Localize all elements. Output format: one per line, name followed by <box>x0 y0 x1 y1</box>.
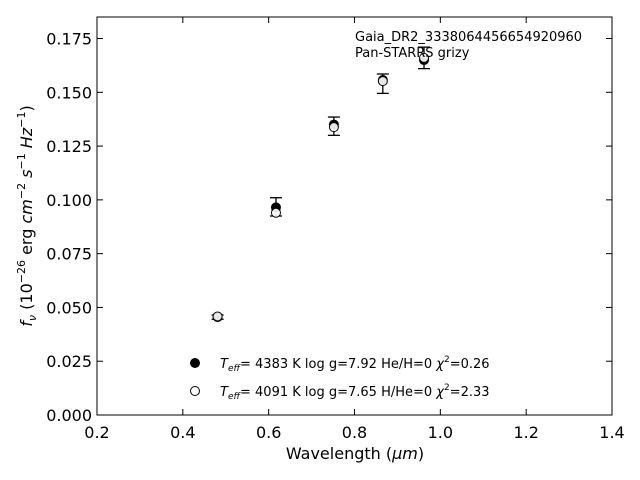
model-point-open <box>212 311 223 322</box>
model-point-open <box>270 207 281 218</box>
y-axis-label: fν (10−26 erg cm−2 s−1 Hz−1) <box>15 105 39 326</box>
legend-entry-2: Teff= 4091 K log g=7.65 H/He=0 χ2=2.33 <box>220 383 490 402</box>
x-axis-label: Wavelength (μm) <box>286 444 424 463</box>
x-tick-label: 0.2 <box>84 423 109 442</box>
plot-frame <box>96 16 613 416</box>
annotation-survey: Pan-STARRS grizy <box>355 46 470 61</box>
x-tick-label: 0.6 <box>256 423 281 442</box>
y-tick-label: 0.175 <box>46 30 92 49</box>
y-tick-label: 0.050 <box>46 298 92 317</box>
x-tick-label: 1.2 <box>513 423 538 442</box>
plot-area <box>96 16 613 416</box>
x-tick-label: 1.4 <box>599 423 624 442</box>
x-axis: 0.2 0.4 0.6 0.8 1.0 1.2 1.4 <box>84 17 625 442</box>
y-tick-label: 0.150 <box>46 83 92 102</box>
x-tick-label: 0.8 <box>342 423 367 442</box>
data-marks <box>211 46 431 323</box>
x-tick-label: 1.0 <box>428 423 453 442</box>
annotation-object-name: Gaia_DR2_3338064456654920960 <box>355 30 582 45</box>
x-tick-label: 0.4 <box>170 423 195 442</box>
y-axis: 0.000 0.025 0.050 0.075 0.100 0.125 0.150 0.175 <box>46 30 612 425</box>
legend: Teff= 4383 K log g=7.92 He/H=0 χ2=0.26 T… <box>190 355 490 402</box>
y-tick-label: 0.025 <box>46 352 92 371</box>
y-tick-label: 0.000 <box>46 406 92 425</box>
legend-entry-1: Teff= 4383 K log g=7.92 He/H=0 χ2=0.26 <box>220 355 490 374</box>
model-point-open <box>377 76 388 87</box>
y-tick-label: 0.125 <box>46 137 92 156</box>
legend-marker-open <box>190 386 200 396</box>
y-tick-label: 0.100 <box>46 191 92 210</box>
model-point-open <box>419 52 430 63</box>
y-tick-label: 0.075 <box>46 245 92 264</box>
model-point-open <box>328 122 339 133</box>
legend-marker-filled <box>190 358 200 368</box>
